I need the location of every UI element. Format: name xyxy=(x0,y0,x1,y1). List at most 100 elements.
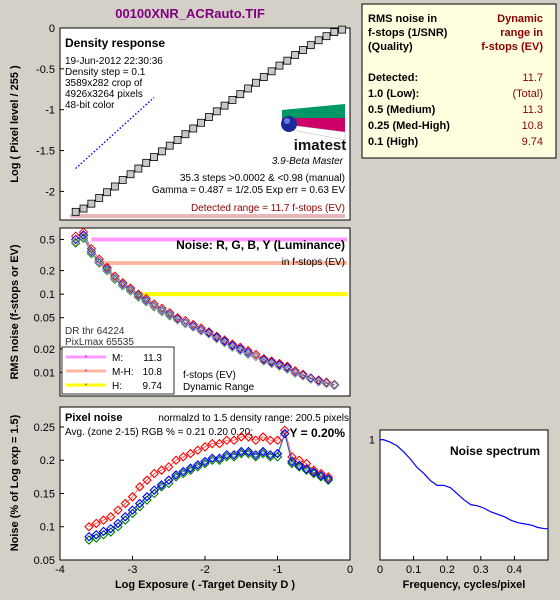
pixel-point-B xyxy=(258,446,268,457)
noise-point-B xyxy=(313,376,324,386)
pixel-xtick-label: -1 xyxy=(273,564,283,576)
pixel-ytick-label: 0.2 xyxy=(40,455,55,467)
pixel-noise-y: Y = 0.20% xyxy=(290,426,346,440)
density-point xyxy=(220,101,229,110)
pixel-xtick-label: 0 xyxy=(347,564,353,576)
density-point xyxy=(252,78,260,87)
density-point xyxy=(322,32,331,41)
pixel-point-B xyxy=(308,467,319,477)
table-header-left-2: (Quality) xyxy=(368,41,413,53)
figure-title: 00100XNR_ACRauto.TIF xyxy=(115,6,265,21)
pixel-point-B xyxy=(178,466,189,477)
noise-point-Y xyxy=(243,349,253,360)
noise-point-Y xyxy=(329,380,340,391)
noise-point-R xyxy=(282,361,293,371)
noise-point-B xyxy=(204,328,214,338)
noise-point-Y xyxy=(125,285,136,296)
noise-point-Y xyxy=(212,333,222,344)
noise-point-R xyxy=(274,358,285,369)
noise-point-B xyxy=(86,246,97,257)
density-ytick-label: -2 xyxy=(45,186,55,198)
noise-point-Y xyxy=(282,364,293,374)
density-point xyxy=(165,141,174,150)
pixel-point-B xyxy=(316,470,326,481)
noise-point-G xyxy=(102,265,112,276)
spectrum-xtick-label: 0.3 xyxy=(473,564,488,576)
legend-marker: * xyxy=(85,369,88,376)
noise-point-Y xyxy=(266,358,277,369)
pixel-point-R xyxy=(98,515,109,525)
density-point xyxy=(173,136,182,144)
pixel-ytick-label: 0.05 xyxy=(34,555,55,567)
pixel-point-R xyxy=(149,468,160,479)
noise-point-R xyxy=(157,303,167,313)
table-row-label: 1.0 (Low): xyxy=(368,88,419,100)
pixel-point-B xyxy=(91,529,102,540)
noise-point-Y xyxy=(251,351,261,362)
noise-point-Y xyxy=(86,247,97,258)
noise-point-R xyxy=(219,335,230,345)
pixel-point-B xyxy=(250,450,261,460)
noise-point-B xyxy=(282,362,293,373)
noise-point-Y xyxy=(110,273,120,284)
pixel-point-G xyxy=(308,468,319,479)
density-point xyxy=(95,194,104,202)
gamma-text: Gamma = 0.487 = 1/2.05 Exp err = 0.63 EV xyxy=(152,185,345,196)
pixel-point-R xyxy=(105,511,116,522)
noise-point-Y xyxy=(313,377,324,387)
noise-point-B xyxy=(78,230,89,240)
noise-panel: 0.5 0.2 0.1 0.05 0.02 0.01 RMS noise (f-stops… xyxy=(9,227,351,397)
density-point xyxy=(283,56,292,65)
dr-thr-text: DR thr 64224 xyxy=(65,326,125,337)
pixel-point-R xyxy=(258,432,268,442)
noise-point-R xyxy=(196,323,206,333)
pixel-point-B xyxy=(120,511,131,522)
noise-point-Y xyxy=(94,257,104,268)
noise-point-B xyxy=(70,234,81,245)
pixel-point-R xyxy=(301,458,312,469)
pixel-ytick-label: 0.1 xyxy=(40,522,55,534)
table-header-left-1: f-stops (1/SNR) xyxy=(368,27,448,39)
density-title: Density response xyxy=(65,36,165,50)
pixel-point-B xyxy=(301,464,312,474)
density-point xyxy=(126,170,135,179)
noise-point-B xyxy=(306,373,316,384)
spectrum-xtick-label: 0.1 xyxy=(406,564,421,576)
noise-title: Noise: R, G, B, Y (Luminance) xyxy=(176,238,345,252)
legend-label: M: xyxy=(112,353,123,364)
pixel-point-R xyxy=(142,475,152,485)
density-info-1: Density step = 0.1 xyxy=(65,67,146,78)
density-info-4: 48-bit color xyxy=(65,100,115,111)
noise-point-Y xyxy=(298,371,308,381)
table-row-value: 11.3 xyxy=(522,104,543,116)
pixel-point-B xyxy=(294,460,305,471)
density-point xyxy=(197,118,205,127)
pixel-point-G xyxy=(316,472,326,482)
noise-point-Y xyxy=(235,345,245,356)
pixel-point-R xyxy=(214,438,225,449)
pixel-point-R xyxy=(113,505,123,515)
noise-point-R xyxy=(141,293,151,304)
noise-point-Y xyxy=(321,378,332,389)
noise-point-Y xyxy=(204,329,214,339)
legend-value: 9.74 xyxy=(143,381,163,392)
density-point xyxy=(338,25,347,34)
density-point xyxy=(157,147,166,156)
pixel-point-R xyxy=(221,435,232,446)
pixel-point-R xyxy=(178,452,189,462)
pixel-xtick-label: -4 xyxy=(55,564,65,576)
noise-point-R xyxy=(212,331,222,341)
noise-point-Y xyxy=(133,291,144,301)
density-ytick-label: -1 xyxy=(45,105,55,117)
density-point xyxy=(150,153,158,161)
density-panel: 0-0.5-1-1.5-2 Log ( Pixel level / 255 ) … xyxy=(9,23,351,221)
pixel-point-B xyxy=(134,498,145,509)
table-row-value: 11.7 xyxy=(522,72,543,84)
density-info-3: 4926x3264 pixels xyxy=(65,89,143,100)
noise-point-B xyxy=(180,318,191,328)
density-point xyxy=(330,28,339,36)
density-info-2: 3589x282 crop of xyxy=(65,78,143,89)
logo-text: imatest xyxy=(294,137,347,154)
noise-point-Y xyxy=(274,361,285,371)
pixel-point-R xyxy=(294,455,305,465)
